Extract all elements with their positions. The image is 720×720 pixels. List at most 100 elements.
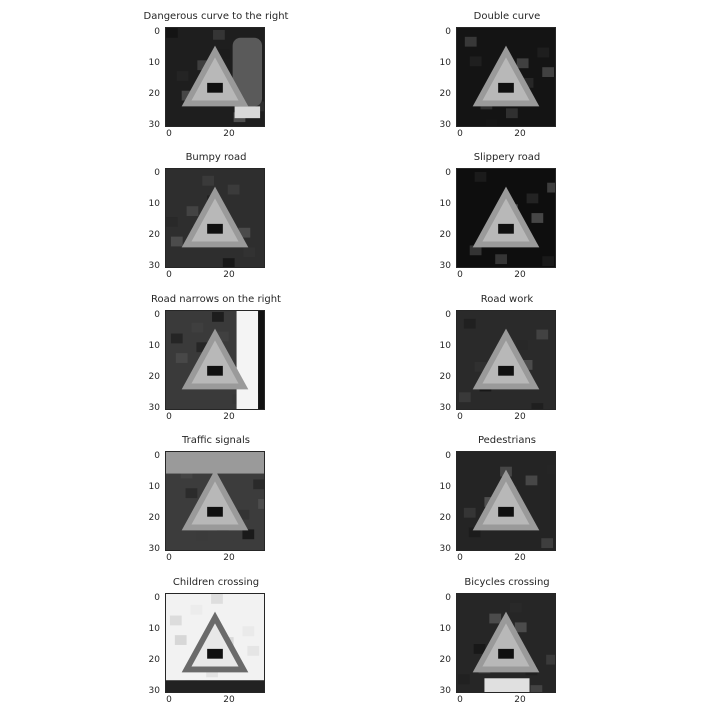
sign-photo (457, 311, 555, 409)
x-tick-label: 0 (166, 270, 172, 280)
y-tick-label: 30 (439, 686, 451, 696)
y-tick-label: 30 (439, 261, 451, 271)
x-tick-label: 20 (223, 412, 235, 422)
sign-photo (166, 452, 264, 550)
y-tick-label: 0 (154, 310, 160, 320)
sign-panel: Pedestrians 0 10 20 30 0 20 (437, 434, 577, 566)
y-tick-label: 30 (148, 403, 160, 413)
sign-photo (457, 169, 555, 267)
y-tick-label: 0 (445, 593, 451, 603)
sign-photo (457, 594, 555, 692)
panel-title: Traffic signals (181, 435, 250, 446)
sign-photo (166, 311, 264, 409)
sign-panel: Dangerous curve to the right 0 10 20 30 0 20 (144, 10, 289, 142)
sign-image (165, 310, 265, 410)
sign-photo (166, 169, 264, 267)
sign-panel: Bicycles crossing 0 10 20 30 0 20 (437, 576, 577, 708)
y-tick-label: 20 (148, 372, 160, 382)
x-tick-label: 20 (223, 695, 235, 705)
y-tick-label: 10 (439, 58, 451, 68)
y-tick-label: 0 (445, 168, 451, 178)
x-tick-label: 20 (223, 129, 235, 139)
x-tick-label: 20 (223, 553, 235, 563)
x-tick-label: 0 (166, 553, 172, 563)
x-tick-label: 20 (514, 270, 526, 280)
y-tick-label: 10 (148, 624, 160, 634)
y-tick-label: 30 (439, 544, 451, 554)
sign-image (456, 310, 556, 410)
y-tick-label: 30 (148, 120, 160, 130)
y-tick-label: 10 (439, 482, 451, 492)
panel-title: Pedestrians (477, 435, 537, 446)
y-tick-label: 0 (154, 593, 160, 603)
sign-image (165, 27, 265, 127)
sign-photo (166, 594, 264, 692)
x-tick-label: 0 (457, 129, 463, 139)
x-tick-label: 0 (166, 695, 172, 705)
sign-image (456, 451, 556, 551)
sign-image (456, 593, 556, 693)
y-tick-label: 10 (439, 341, 451, 351)
y-tick-label: 10 (148, 199, 160, 209)
y-tick-label: 10 (148, 341, 160, 351)
y-tick-label: 20 (439, 513, 451, 523)
x-tick-label: 20 (514, 412, 526, 422)
sign-panel: Road narrows on the right 0 10 20 30 0 20 (146, 293, 286, 425)
y-tick-label: 20 (148, 513, 160, 523)
sign-panel: Traffic signals 0 10 20 30 0 20 (146, 434, 286, 566)
y-tick-label: 0 (154, 27, 160, 37)
sign-photo (457, 452, 555, 550)
panel-title: Double curve (473, 11, 541, 22)
sign-panel: Children crossing 0 10 20 30 0 20 (146, 576, 286, 708)
y-tick-label: 30 (148, 261, 160, 271)
y-tick-label: 30 (439, 120, 451, 130)
y-tick-label: 10 (148, 58, 160, 68)
y-tick-label: 10 (439, 199, 451, 209)
sign-image (456, 27, 556, 127)
panel-title: Bumpy road (185, 152, 247, 163)
sign-panel: Bumpy road 0 10 20 30 0 20 (146, 151, 286, 283)
y-tick-label: 0 (445, 27, 451, 37)
y-tick-label: 20 (439, 655, 451, 665)
y-tick-label: 20 (148, 89, 160, 99)
y-tick-label: 0 (154, 168, 160, 178)
panel-title: Children crossing (172, 577, 260, 588)
sign-image (165, 168, 265, 268)
sign-panel: Slippery road 0 10 20 30 0 20 (437, 151, 577, 283)
y-tick-label: 20 (439, 230, 451, 240)
x-tick-label: 0 (166, 129, 172, 139)
sign-photo (166, 28, 264, 126)
sign-panel: Road work 0 10 20 30 0 20 (437, 293, 577, 425)
y-tick-label: 10 (148, 482, 160, 492)
panel-title: Bicycles crossing (464, 577, 550, 588)
y-tick-label: 20 (148, 230, 160, 240)
x-tick-label: 0 (457, 553, 463, 563)
x-tick-label: 20 (223, 270, 235, 280)
y-tick-label: 20 (439, 372, 451, 382)
y-tick-label: 20 (148, 655, 160, 665)
x-tick-label: 20 (514, 553, 526, 563)
sign-image (165, 451, 265, 551)
sign-image (165, 593, 265, 693)
panel-title: Road narrows on the right (151, 294, 281, 305)
x-tick-label: 20 (514, 695, 526, 705)
y-tick-label: 20 (439, 89, 451, 99)
x-tick-label: 0 (166, 412, 172, 422)
panel-title: Dangerous curve to the right (143, 11, 289, 22)
x-tick-label: 0 (457, 695, 463, 705)
y-tick-label: 0 (154, 451, 160, 461)
sign-photo (457, 28, 555, 126)
sign-panel: Double curve 0 10 20 30 0 20 (437, 10, 577, 142)
x-tick-label: 20 (514, 129, 526, 139)
x-tick-label: 0 (457, 270, 463, 280)
y-tick-label: 30 (148, 686, 160, 696)
y-tick-label: 30 (148, 544, 160, 554)
sign-image (456, 168, 556, 268)
x-tick-label: 0 (457, 412, 463, 422)
panel-title: Slippery road (473, 152, 541, 163)
y-tick-label: 10 (439, 624, 451, 634)
y-tick-label: 0 (445, 310, 451, 320)
y-tick-label: 0 (445, 451, 451, 461)
panel-title: Road work (480, 294, 534, 305)
y-tick-label: 30 (439, 403, 451, 413)
